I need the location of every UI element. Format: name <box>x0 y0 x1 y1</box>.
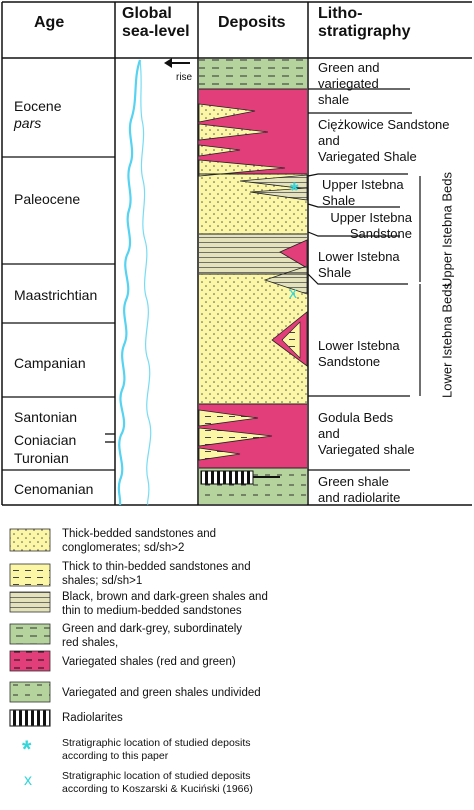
litho-line: and radiolarite <box>318 490 401 505</box>
legend-star-symbol: * <box>22 736 32 763</box>
litho-dividers <box>307 88 421 471</box>
header-sea-level: Global sea-level <box>122 5 190 41</box>
litho-upper-istebna-sandstone: Upper Istebna Sandstone <box>322 210 412 242</box>
rise-label: rise <box>176 72 193 83</box>
header-sea-level-line2: sea-level <box>122 23 190 40</box>
legend-green-grey: Green and dark-grey, subordinately red s… <box>62 622 242 650</box>
legend-black-shales: Black, brown and dark-green shales and t… <box>62 590 268 618</box>
label-lower-istebna-beds: Lower Istebna Beds <box>439 283 455 398</box>
legend-line: thin to medium-bedded sandstones <box>62 605 242 617</box>
age-paleocene: Paleocene <box>14 191 81 207</box>
header-litho-line1: Litho- <box>318 5 363 22</box>
legend-line: Black, brown and dark-green shales and <box>62 591 268 603</box>
litho-line: Lower Istebna <box>318 338 400 353</box>
legend-line: Stratigraphic location of studied deposi… <box>62 737 251 749</box>
legend-thin-sandstone: Thick to thin-bedded sandstones and shal… <box>62 560 251 588</box>
litho-lower-istebna-sandstone: Lower Istebna Sandstone <box>318 338 400 370</box>
header-deposits: Deposits <box>218 14 286 31</box>
litho-green-variegated: Green and variegated shale <box>318 60 379 108</box>
legend-line: Radiolarites <box>62 712 123 724</box>
litho-line: Variegated Shale <box>318 149 417 164</box>
legend-line: according to Koszarski & Kuciński (1966) <box>62 783 253 795</box>
rise-arrow-icon <box>164 58 190 68</box>
header-litho: Litho- stratigraphy <box>318 5 410 41</box>
legend-undivided: Variegated and green shales undivided <box>62 686 261 700</box>
deposits-column <box>198 59 308 504</box>
legend-radiolarites: Radiolarites <box>62 711 123 725</box>
litho-line: and <box>318 426 340 441</box>
age-maastrichtian: Maastrichtian <box>14 287 98 303</box>
legend-koszarski: Stratigraphic location of studied deposi… <box>62 770 253 796</box>
litho-line: Lower Istebna <box>318 249 400 264</box>
legend-line: shales; sd/sh>1 <box>62 575 143 587</box>
legend-line: Stratigraphic location of studied deposi… <box>62 770 251 782</box>
legend-line: Variegated shales (red and green) <box>62 656 236 668</box>
koszarski-marker: x <box>289 285 297 302</box>
age-turonian: Turonian <box>14 450 69 466</box>
litho-lower-istebna-shale: Lower Istebna Shale <box>318 249 400 281</box>
header-litho-line2: stratigraphy <box>318 23 411 40</box>
legend-line: Thick-bedded sandstones and <box>62 528 217 540</box>
litho-upper-istebna-shale: Upper Istebna Shale <box>322 177 404 209</box>
litho-line: Sandstone <box>318 354 381 369</box>
legend-line: Green and dark-grey, subordinately <box>62 623 243 635</box>
sea-level-curve <box>117 59 142 506</box>
litho-line: variegated <box>318 76 379 91</box>
column-frames <box>1 1 472 506</box>
litho-ciezkowice: Ciężkowice Sandstone and Variegated Shal… <box>318 117 450 165</box>
age-eocene: Eocene <box>14 98 62 114</box>
age-campanian: Campanian <box>14 355 86 371</box>
legend-line: according to this paper <box>62 750 169 762</box>
litho-godula: Godula Beds and Variegated shale <box>318 410 415 458</box>
litho-line: Sandstone <box>349 226 412 241</box>
this-paper-marker: * <box>290 178 299 203</box>
age-pars: pars <box>14 115 42 131</box>
legend-line: Variegated and green shales undivided <box>62 687 261 699</box>
litho-line: Upper Istebna <box>322 177 404 192</box>
header-sea-level-line1: Global <box>122 5 172 22</box>
legend-this-paper: Stratigraphic location of studied deposi… <box>62 737 251 763</box>
header-age: Age <box>34 14 65 31</box>
age-boundaries <box>2 156 115 471</box>
litho-line: Upper Istebna <box>330 210 412 225</box>
legend-line: Thick to thin-bedded sandstones and <box>62 561 251 573</box>
age-santonian: Santonian <box>14 409 78 425</box>
litho-line: Green shale <box>318 474 389 489</box>
litho-line: Variegated shale <box>318 442 415 457</box>
legend-line: conglomerates; sd/sh>2 <box>62 542 185 554</box>
litho-line: Shale <box>322 193 356 208</box>
litho-green-shale-radiolarite: Green shale and radiolarite <box>318 474 400 506</box>
litho-line: Ciężkowice Sandstone <box>318 117 450 132</box>
legend-thick-sandstone: Thick-bedded sandstones and conglomerate… <box>62 527 216 555</box>
age-cenomanian: Cenomanian <box>14 481 94 497</box>
legend-line: red shales, <box>62 637 119 649</box>
age-coniacian: Coniacian <box>14 432 77 448</box>
litho-line: Green and <box>318 60 380 75</box>
litho-line: Shale <box>318 265 352 280</box>
litho-line: and <box>318 133 340 148</box>
legend-swatches <box>9 528 51 727</box>
litho-line: Godula Beds <box>318 410 394 425</box>
legend-x-symbol: x <box>24 772 32 789</box>
litho-line: shale <box>318 92 350 107</box>
legend-variegated: Variegated shales (red and green) <box>62 655 236 669</box>
